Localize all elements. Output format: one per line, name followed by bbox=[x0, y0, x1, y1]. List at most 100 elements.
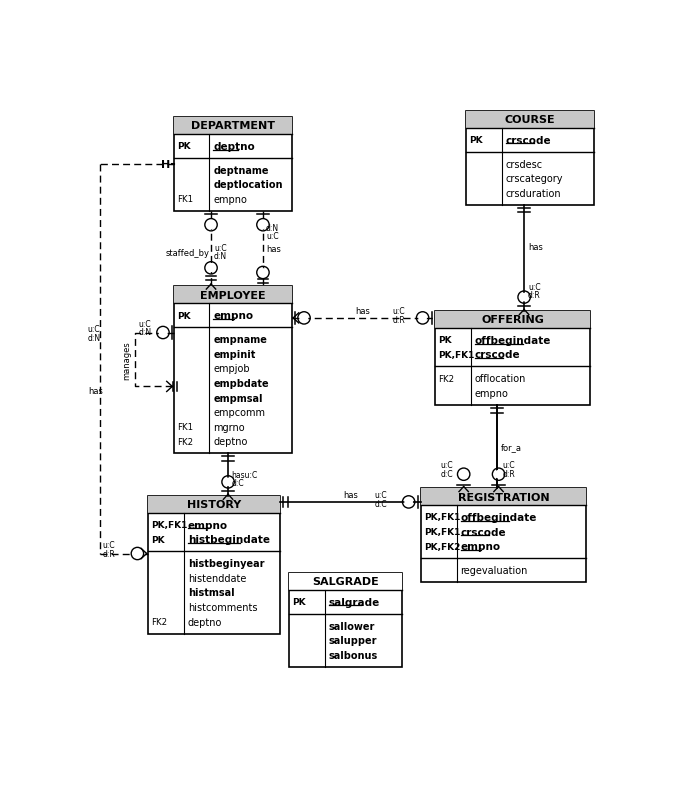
Text: PK: PK bbox=[177, 311, 190, 320]
Text: empbdate: empbdate bbox=[213, 379, 269, 388]
Text: d:R: d:R bbox=[528, 291, 541, 300]
Text: FK2: FK2 bbox=[177, 437, 193, 447]
Text: SALGRADE: SALGRADE bbox=[312, 577, 379, 586]
Text: empno: empno bbox=[475, 388, 509, 399]
Text: PK: PK bbox=[438, 336, 452, 345]
Bar bbox=[421, 488, 586, 505]
Bar bbox=[289, 573, 402, 590]
Text: d:N: d:N bbox=[214, 252, 227, 261]
Text: has: has bbox=[88, 387, 103, 395]
Text: salupper: salupper bbox=[329, 635, 377, 646]
Text: u:C: u:C bbox=[138, 319, 151, 328]
Text: salgrade: salgrade bbox=[329, 597, 380, 607]
Text: manages: manages bbox=[122, 341, 131, 379]
Text: histmsal: histmsal bbox=[188, 588, 235, 597]
Text: FK2: FK2 bbox=[438, 375, 454, 383]
Text: u:C: u:C bbox=[528, 282, 541, 291]
Circle shape bbox=[460, 470, 468, 479]
Text: d:C: d:C bbox=[231, 479, 244, 488]
Text: has: has bbox=[266, 245, 281, 253]
Text: u:C: u:C bbox=[393, 307, 405, 316]
Bar bbox=[174, 287, 292, 454]
Text: u:C: u:C bbox=[375, 491, 387, 500]
Text: d:C: d:C bbox=[375, 500, 387, 508]
Text: d:R: d:R bbox=[502, 469, 515, 478]
Text: FK1: FK1 bbox=[177, 423, 193, 431]
Text: PK: PK bbox=[177, 142, 190, 151]
Text: histcomments: histcomments bbox=[188, 602, 257, 612]
Circle shape bbox=[520, 294, 529, 302]
Text: empno: empno bbox=[213, 311, 253, 321]
Text: empjob: empjob bbox=[213, 364, 250, 374]
Text: OFFERING: OFFERING bbox=[481, 315, 544, 325]
Text: empno: empno bbox=[213, 195, 247, 205]
Text: empname: empname bbox=[213, 334, 267, 345]
Text: crscategory: crscategory bbox=[506, 174, 563, 184]
Circle shape bbox=[259, 269, 267, 277]
Bar bbox=[435, 311, 590, 329]
Bar bbox=[174, 287, 292, 304]
Text: PK,FK2: PK,FK2 bbox=[424, 542, 460, 551]
Bar bbox=[435, 311, 590, 405]
Text: u:C: u:C bbox=[103, 540, 115, 549]
Text: histbeginyear: histbeginyear bbox=[188, 558, 264, 569]
Text: hasu:C: hasu:C bbox=[231, 470, 257, 479]
Text: u:C: u:C bbox=[440, 461, 453, 470]
Bar bbox=[421, 488, 586, 582]
Text: PK: PK bbox=[469, 136, 483, 145]
Text: deptno: deptno bbox=[213, 142, 255, 152]
Text: PK: PK bbox=[151, 535, 165, 544]
Text: deptno: deptno bbox=[188, 617, 222, 627]
Text: H: H bbox=[161, 160, 170, 170]
Text: PK,FK1: PK,FK1 bbox=[424, 512, 460, 522]
Circle shape bbox=[133, 549, 141, 558]
Text: HISTORY: HISTORY bbox=[187, 500, 241, 509]
Text: crscode: crscode bbox=[461, 527, 506, 537]
Bar bbox=[174, 118, 292, 212]
Circle shape bbox=[418, 314, 427, 322]
Text: PK: PK bbox=[293, 597, 306, 606]
Bar bbox=[148, 496, 280, 634]
Text: REGISTRATION: REGISTRATION bbox=[457, 492, 549, 502]
Text: for_a: for_a bbox=[501, 443, 522, 452]
Circle shape bbox=[494, 470, 503, 479]
Text: DEPARTMENT: DEPARTMENT bbox=[190, 121, 275, 132]
Bar bbox=[466, 111, 594, 205]
Text: offlocation: offlocation bbox=[475, 374, 526, 384]
Bar bbox=[466, 111, 594, 128]
Text: has: has bbox=[343, 491, 358, 500]
Text: u:C: u:C bbox=[214, 244, 227, 253]
Text: empcomm: empcomm bbox=[213, 407, 266, 418]
Text: empinit: empinit bbox=[213, 349, 256, 359]
Text: EMPLOYEE: EMPLOYEE bbox=[200, 290, 266, 301]
Text: has: has bbox=[355, 307, 371, 316]
Bar bbox=[289, 573, 402, 667]
Circle shape bbox=[207, 264, 215, 273]
Text: offbegindate: offbegindate bbox=[475, 335, 551, 346]
Text: d:N: d:N bbox=[88, 333, 101, 342]
Text: crsduration: crsduration bbox=[506, 188, 561, 199]
Text: d:C: d:C bbox=[440, 469, 453, 478]
Text: PK,FK1: PK,FK1 bbox=[438, 350, 475, 359]
Text: salbonus: salbonus bbox=[329, 650, 378, 660]
Text: crscode: crscode bbox=[506, 136, 551, 145]
Text: PK,FK1: PK,FK1 bbox=[424, 528, 460, 537]
Text: u:C: u:C bbox=[502, 461, 515, 470]
Circle shape bbox=[159, 329, 167, 338]
Bar bbox=[148, 496, 280, 513]
Text: u:C: u:C bbox=[88, 325, 101, 334]
Text: staffed_by: staffed_by bbox=[166, 249, 210, 257]
Text: crsdesc: crsdesc bbox=[506, 160, 542, 169]
Circle shape bbox=[259, 221, 267, 229]
Text: d:R: d:R bbox=[393, 315, 405, 325]
Text: regevaluation: regevaluation bbox=[461, 565, 528, 575]
Text: histenddate: histenddate bbox=[188, 573, 246, 583]
Text: histbegindate: histbegindate bbox=[188, 535, 270, 545]
Text: has: has bbox=[528, 242, 543, 252]
Text: PK,FK1: PK,FK1 bbox=[151, 520, 188, 529]
Bar bbox=[174, 118, 292, 135]
Text: deptno: deptno bbox=[213, 437, 248, 447]
Text: d:R: d:R bbox=[103, 549, 115, 558]
Text: empno: empno bbox=[461, 541, 501, 552]
Text: crscode: crscode bbox=[475, 350, 520, 360]
